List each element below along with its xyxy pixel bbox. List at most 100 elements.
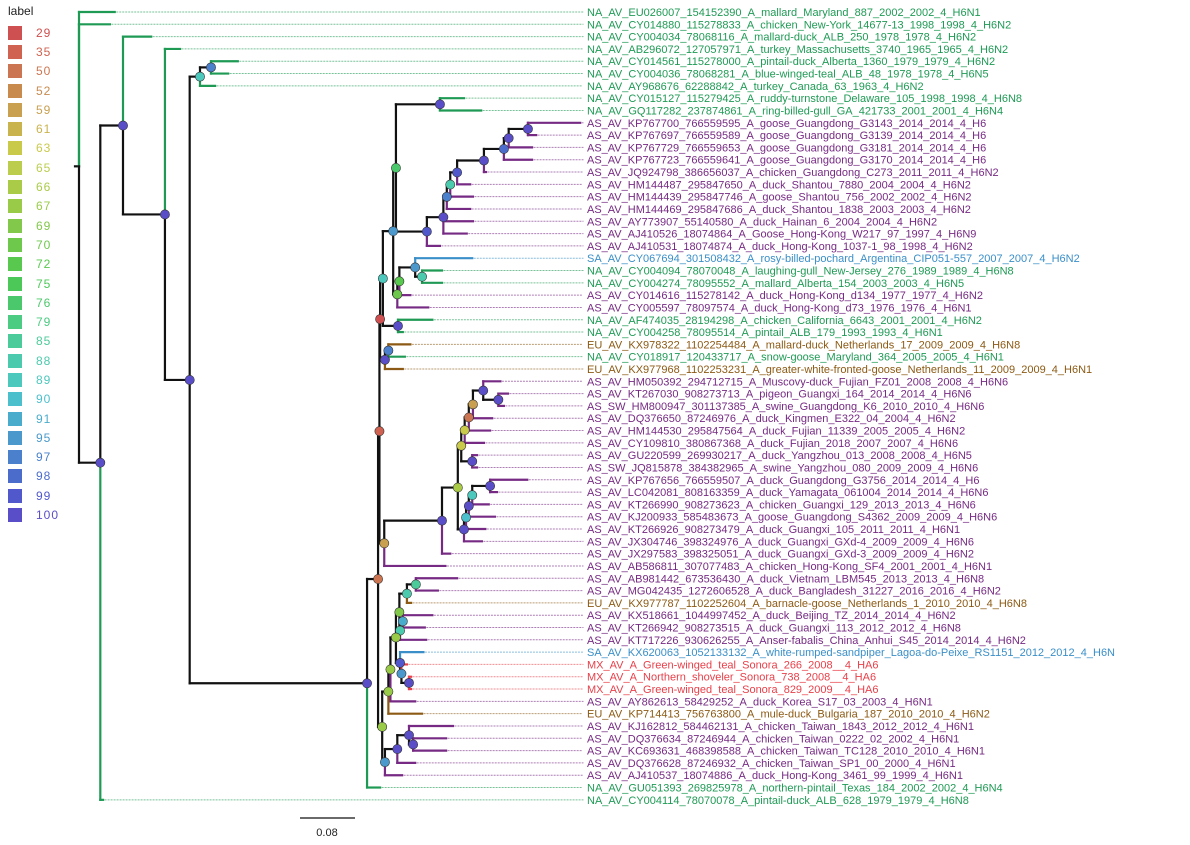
legend-value: 67: [36, 199, 52, 214]
tip-label: EU_AV_KX977968_1102253231_A_greater-whit…: [587, 364, 1092, 376]
legend-item: 65: [8, 158, 59, 177]
tip-label: AS_AV_MG042435_1272606528_A_duck_Banglad…: [587, 586, 1001, 598]
legend-item: 72: [8, 255, 59, 274]
tip-label: AS_AV_KP767700_766559595_A_goose_Guangdo…: [587, 118, 986, 130]
tip-label: SA_AV_CY067694_301508432_A_rosy-billed-p…: [587, 253, 1080, 265]
legend-item: 89: [8, 370, 59, 389]
legend-item: 98: [8, 467, 59, 486]
legend-swatch: [8, 141, 22, 156]
legend-item: 100: [8, 505, 59, 524]
tip-label: EU_AV_KX977787_1102252604_A_barnacle-goo…: [587, 598, 1027, 610]
legend-value: 90: [36, 392, 52, 407]
legend-item: 79: [8, 312, 59, 331]
legend-swatch: [8, 469, 22, 484]
legend-swatch: [8, 64, 22, 79]
support-node: [392, 289, 403, 300]
legend-value: 91: [36, 411, 52, 426]
legend-value: 98: [36, 469, 52, 484]
legend-value: 35: [36, 44, 52, 59]
legend-value: 66: [36, 180, 52, 195]
tip-label: AS_AV_KX518661_1044997452_A_duck_Beijing…: [587, 610, 956, 622]
support-node: [383, 345, 394, 356]
legend-item: 70: [8, 235, 59, 254]
tip-label: AS_SW_JQ815878_384382965_A_swine_Yangzho…: [587, 462, 978, 474]
legend-item: 67: [8, 197, 59, 216]
legend-swatch: [8, 430, 22, 445]
legend-item: 85: [8, 332, 59, 351]
legend-value: 69: [36, 218, 52, 233]
legend-item: 63: [8, 139, 59, 158]
support-node: [385, 664, 396, 675]
support-node: [160, 209, 170, 220]
tip-label: MX_AV_A_Green-winged_teal_Sonora_266_200…: [587, 659, 879, 671]
legend-value: 79: [36, 315, 52, 330]
legend-value: 70: [36, 237, 52, 252]
support-node: [195, 71, 205, 82]
legend-item: 50: [8, 62, 59, 81]
support-node: [463, 412, 474, 423]
tip-label: NA_AV_CY004274_78095552_A_mallard_Albert…: [587, 278, 964, 290]
support-node: [379, 538, 390, 549]
legend-swatch: [8, 411, 22, 426]
legend-value: 100: [36, 508, 60, 523]
tip-label: AS_AV_JX304746_398324976_A_duck_Guangxi_…: [587, 536, 974, 548]
legend-value: 65: [36, 160, 52, 175]
legend-swatch: [8, 25, 22, 40]
tip-label: AS_AV_KP767723_766559641_A_goose_Guangdo…: [587, 155, 986, 167]
support-node: [523, 124, 533, 134]
legend-swatch: [8, 392, 22, 407]
legend-item: 76: [8, 293, 59, 312]
legend-value: 29: [36, 25, 52, 40]
tip-label: AS_AV_CY014616_115278142_A_duck_Hong-Kon…: [587, 290, 983, 302]
legend-swatch: [8, 276, 22, 291]
tip-label: AS_AV_AY773907_55140580_A_duck_Hainan_6_…: [587, 216, 937, 228]
tip-label: AS_AV_HM050392_294712715_A_Muscovy-duck_…: [587, 376, 1008, 388]
tip-label: MX_AV_A_Northern_shoveler_Sonora_738_200…: [587, 672, 876, 684]
legend-value: 75: [36, 276, 52, 291]
support-node: [498, 144, 509, 154]
legend-value: 59: [36, 102, 52, 117]
support-node: [377, 273, 388, 284]
tip-label: MX_AV_A_Green-winged_teal_Sonora_829_200…: [587, 684, 879, 696]
legend-value: 95: [36, 430, 52, 445]
tip-label: AS_AV_KT266942_908273515_A_duck_Guangxi_…: [587, 623, 961, 635]
legend-item: 75: [8, 274, 59, 293]
support-node: [417, 271, 427, 282]
legend-value: 97: [36, 450, 52, 465]
legend-swatch: [8, 257, 22, 272]
legend-value: 52: [36, 83, 52, 98]
tip-label: AS_AV_KJ162812_584462131_A_chicken_Taiwa…: [587, 721, 974, 733]
scale-bar-label: 0.08: [316, 827, 337, 839]
legend-swatch: [8, 450, 22, 465]
legend-value: 61: [36, 122, 52, 137]
support-node: [438, 212, 449, 223]
tip-label: AS_AV_AY862613_58429252_A_duck_Korea_S17…: [587, 696, 933, 708]
legend-swatch: [8, 102, 22, 117]
legend-item: 66: [8, 177, 59, 196]
tip-label: NA_AV_CY004094_78070048_A_laughing-gull_…: [587, 266, 1014, 278]
scale-bar: 0.08: [300, 817, 355, 839]
legend-item: 35: [8, 42, 59, 61]
tip-label: AS_AV_JX297583_398325051_A_duck_Guangxi_…: [587, 549, 974, 561]
tip-label: AS_AV_KC693631_468398588_A_chicken_Taiwa…: [587, 746, 985, 758]
tip-label: AS_AV_AB981442_673536430_A_duck_Vietnam_…: [587, 573, 984, 585]
legend-item: 90: [8, 390, 59, 409]
tip-label: AS_AV_GU220599_269930217_A_duck_Yangzhou…: [587, 450, 972, 462]
tip-label: NA_AV_CY015127_115279425_A_ruddy-turnsto…: [587, 93, 1022, 105]
support-node: [374, 426, 385, 437]
support-node: [452, 167, 463, 178]
support-node: [402, 588, 412, 599]
legend-swatch: [8, 372, 22, 387]
support-node: [380, 354, 390, 365]
tip-label: NA_AV_CY004036_78068281_A_blue-winged-te…: [587, 69, 989, 81]
legend-swatch: [8, 160, 22, 175]
tip-label: NA_AV_CY014880_115278833_A_chicken_New-Y…: [587, 19, 1011, 31]
tip-label: AS_AV_LC042081_808163359_A_duck_Yamagata…: [587, 487, 988, 499]
tip-label: NA_AV_CY018917_120433717_A_snow-goose_Ma…: [587, 352, 1004, 364]
legend-item: 59: [8, 100, 59, 119]
support-node: [452, 482, 463, 493]
tip-label: AS_SW_HM800947_301137385_A_swine_Guangdo…: [587, 401, 984, 413]
tip-label: AS_AV_CY005597_78097574_A_duck_Hong-Kong…: [587, 302, 972, 314]
legend-item: 61: [8, 119, 59, 138]
tip-label: AS_AV_DQ376634_87246944_A_chicken_Taiwan…: [587, 733, 959, 745]
